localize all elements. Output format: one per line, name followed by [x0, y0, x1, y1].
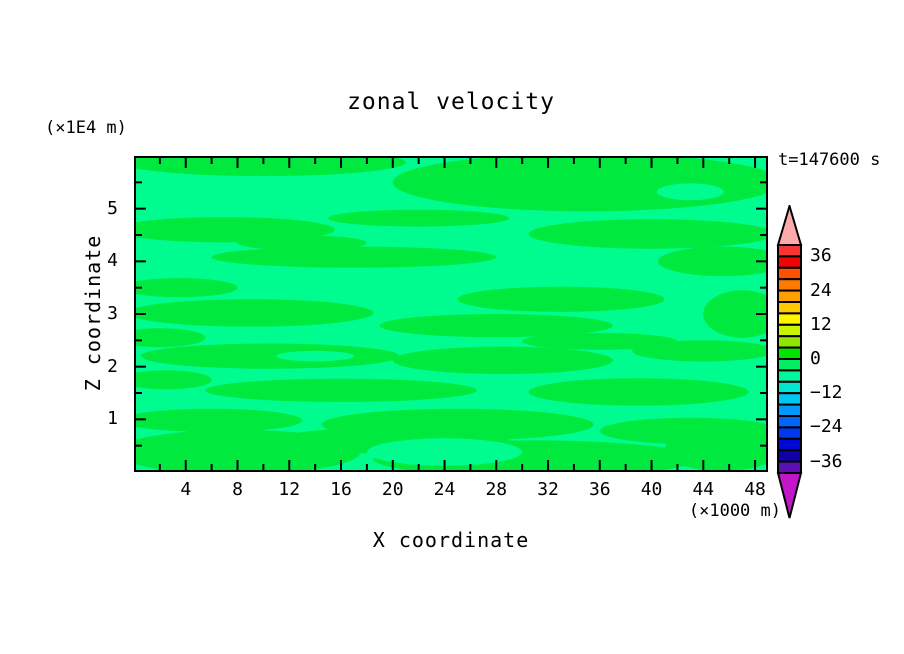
- x-tick-label: 28: [485, 479, 508, 500]
- contour-streak: [237, 235, 367, 251]
- y-axis-unit-label: (×1E4 m): [45, 118, 127, 138]
- contour-streak: [134, 328, 206, 348]
- colorbar-tick-label: 12: [810, 313, 832, 335]
- contour-streak: [134, 299, 374, 327]
- colorbar-tick-label: −24: [810, 416, 843, 438]
- y-tick-label: 2: [107, 355, 118, 377]
- colorbar-segment: [777, 415, 802, 429]
- colorbar-segment: [777, 301, 802, 315]
- colorbar-segment: [777, 278, 802, 292]
- x-axis-unit-label: (×1000 m): [688, 501, 781, 521]
- colorbar-segment: [777, 369, 802, 383]
- contour-streak: [528, 219, 768, 249]
- time-stamp-label: t=147600 s: [778, 150, 881, 170]
- contour-streak: [632, 340, 768, 362]
- contour-streak: [328, 209, 510, 227]
- colorbar-segment: [777, 289, 802, 303]
- x-tick-label: 4: [180, 479, 192, 500]
- contour-streak: [392, 346, 613, 375]
- colorbar-segment: [777, 460, 802, 475]
- colorbar-segment: [777, 335, 802, 349]
- colorbar-segment: [777, 323, 802, 338]
- x-tick-label: 36: [588, 479, 611, 500]
- y-tick-label: 5: [107, 197, 118, 219]
- contour-streak: [664, 428, 768, 471]
- colorbar-segment: [777, 244, 802, 258]
- colorbar-segment: [777, 426, 802, 440]
- colorbar-segment: [777, 358, 802, 372]
- x-tick-label: 48: [744, 479, 766, 500]
- contour-streak: [528, 378, 749, 406]
- contour-streak: [134, 370, 212, 390]
- contour-streak: [134, 408, 303, 432]
- contour-streak: [134, 156, 406, 177]
- x-tick-label: 40: [640, 479, 663, 500]
- contour-streak: [211, 246, 497, 268]
- colorbar-segment: [777, 346, 802, 361]
- contour-streak: [205, 378, 477, 402]
- x-tick-label: 8: [232, 479, 243, 500]
- chart-title: zonal velocity: [347, 89, 555, 115]
- x-tick-label: 16: [330, 479, 352, 500]
- x-tick-label: 32: [537, 479, 559, 500]
- colorbar-tick-label: 24: [810, 279, 832, 301]
- x-tick-label: 12: [278, 479, 301, 500]
- colorbar-segment: [777, 437, 802, 452]
- colorbar-tick-label: 0: [810, 348, 821, 369]
- colorbar-tick-label: 36: [810, 245, 832, 267]
- colorbar-segment: [777, 255, 802, 269]
- y-tick-label: 3: [107, 303, 118, 324]
- contour-streak: [658, 246, 768, 277]
- colorbar-tick-label: −12: [810, 382, 843, 404]
- colorbar-segment: [777, 392, 802, 406]
- colorbar-segment: [777, 266, 802, 281]
- colorbar-segment: [777, 380, 802, 395]
- colorbar-under-arrow: [776, 472, 803, 519]
- contour-streak: [134, 278, 238, 298]
- contour-hole: [366, 438, 523, 466]
- colorbar-segment: [777, 449, 802, 463]
- contour-streak: [379, 314, 613, 338]
- x-tick-label: 44: [692, 479, 715, 500]
- colorbar-tick-label: −36: [810, 450, 843, 472]
- contour-streak: [457, 286, 665, 312]
- colorbar-segment: [777, 403, 802, 418]
- y-tick-label: 4: [107, 250, 118, 272]
- x-tick-label: 20: [381, 479, 404, 500]
- colorbar-over-arrow: [776, 205, 803, 246]
- x-axis-title: X coordinate: [372, 528, 530, 552]
- colorbar: [776, 205, 803, 519]
- plot-frame: [134, 156, 768, 472]
- contour-streak: [703, 290, 768, 338]
- contour-hole: [656, 183, 725, 201]
- contour-streak: [522, 332, 678, 350]
- x-tick-label: 24: [433, 479, 456, 500]
- contour-hole: [276, 350, 354, 362]
- y-tick-label: 1: [107, 408, 118, 430]
- contour-plot-area: [134, 156, 768, 472]
- contour-streak: [134, 429, 361, 472]
- contour-streak: [140, 343, 400, 369]
- colorbar-segment: [777, 312, 802, 326]
